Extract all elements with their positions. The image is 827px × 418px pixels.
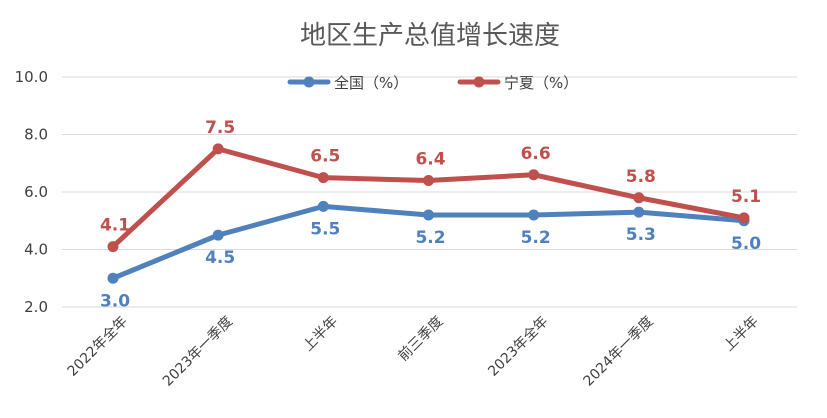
y-axis-ticks: 2.0 4.0 6.0 8.0 10.0 xyxy=(15,68,48,316)
data-point xyxy=(738,212,750,224)
legend: 全国（%） 宁夏（%） xyxy=(287,74,578,92)
data-label: 5.3 xyxy=(626,225,656,245)
x-tick-label: 2023年全年 xyxy=(485,313,552,380)
legend-marker xyxy=(303,76,315,88)
legend-marker xyxy=(473,76,485,88)
data-label: 4.1 xyxy=(100,216,130,236)
data-point xyxy=(528,209,540,221)
data-point xyxy=(528,169,540,181)
data-point xyxy=(317,200,329,212)
data-point xyxy=(212,229,224,241)
y-tick-label: 2.0 xyxy=(24,298,48,316)
series-lines xyxy=(107,143,750,284)
data-label: 7.5 xyxy=(205,118,235,138)
data-point xyxy=(423,209,434,221)
y-tick-label: 10.0 xyxy=(15,68,48,86)
chart-title: 地区生产总值增长速度 xyxy=(300,21,560,51)
data-point xyxy=(107,272,119,284)
data-labels: 3.0 4.5 5.5 5.2 5.2 5.3 5.0 4.1 7.5 6.5 6.4 6.6 5.8 5… xyxy=(100,118,761,311)
data-label: 6.4 xyxy=(415,150,445,170)
legend-label: 宁夏（%） xyxy=(504,74,578,92)
data-point xyxy=(317,172,329,184)
data-label: 5.5 xyxy=(310,219,340,239)
data-label: 5.2 xyxy=(415,228,445,248)
legend-label: 全国（%） xyxy=(334,74,408,92)
data-label: 6.5 xyxy=(310,147,340,167)
data-label: 5.0 xyxy=(731,234,761,254)
x-tick-label: 前三季度 xyxy=(395,313,447,365)
y-tick-label: 6.0 xyxy=(24,183,48,201)
data-label: 5.2 xyxy=(521,228,551,248)
y-tick-label: 4.0 xyxy=(24,241,48,259)
data-point xyxy=(633,192,645,204)
y-tick-label: 8.0 xyxy=(24,126,48,144)
data-label: 5.8 xyxy=(626,167,656,187)
data-point xyxy=(423,175,434,186)
x-axis-ticks: 2022年全年 2023年一季度 上半年 前三季度 2023年全年 2024年一季度 上半年 xyxy=(64,313,762,390)
x-tick-label: 2023年一季度 xyxy=(160,314,236,390)
data-label: 4.5 xyxy=(205,248,235,268)
data-label: 6.6 xyxy=(521,144,551,164)
data-label: 5.1 xyxy=(731,187,761,207)
data-point xyxy=(107,241,119,253)
x-tick-label: 上半年 xyxy=(300,314,341,355)
x-tick-label: 2024年一季度 xyxy=(581,314,657,390)
data-point xyxy=(633,206,645,218)
data-point xyxy=(212,143,224,155)
x-tick-label: 2022年全年 xyxy=(64,313,131,380)
data-label: 3.0 xyxy=(100,291,130,311)
x-tick-label: 上半年 xyxy=(721,314,762,355)
